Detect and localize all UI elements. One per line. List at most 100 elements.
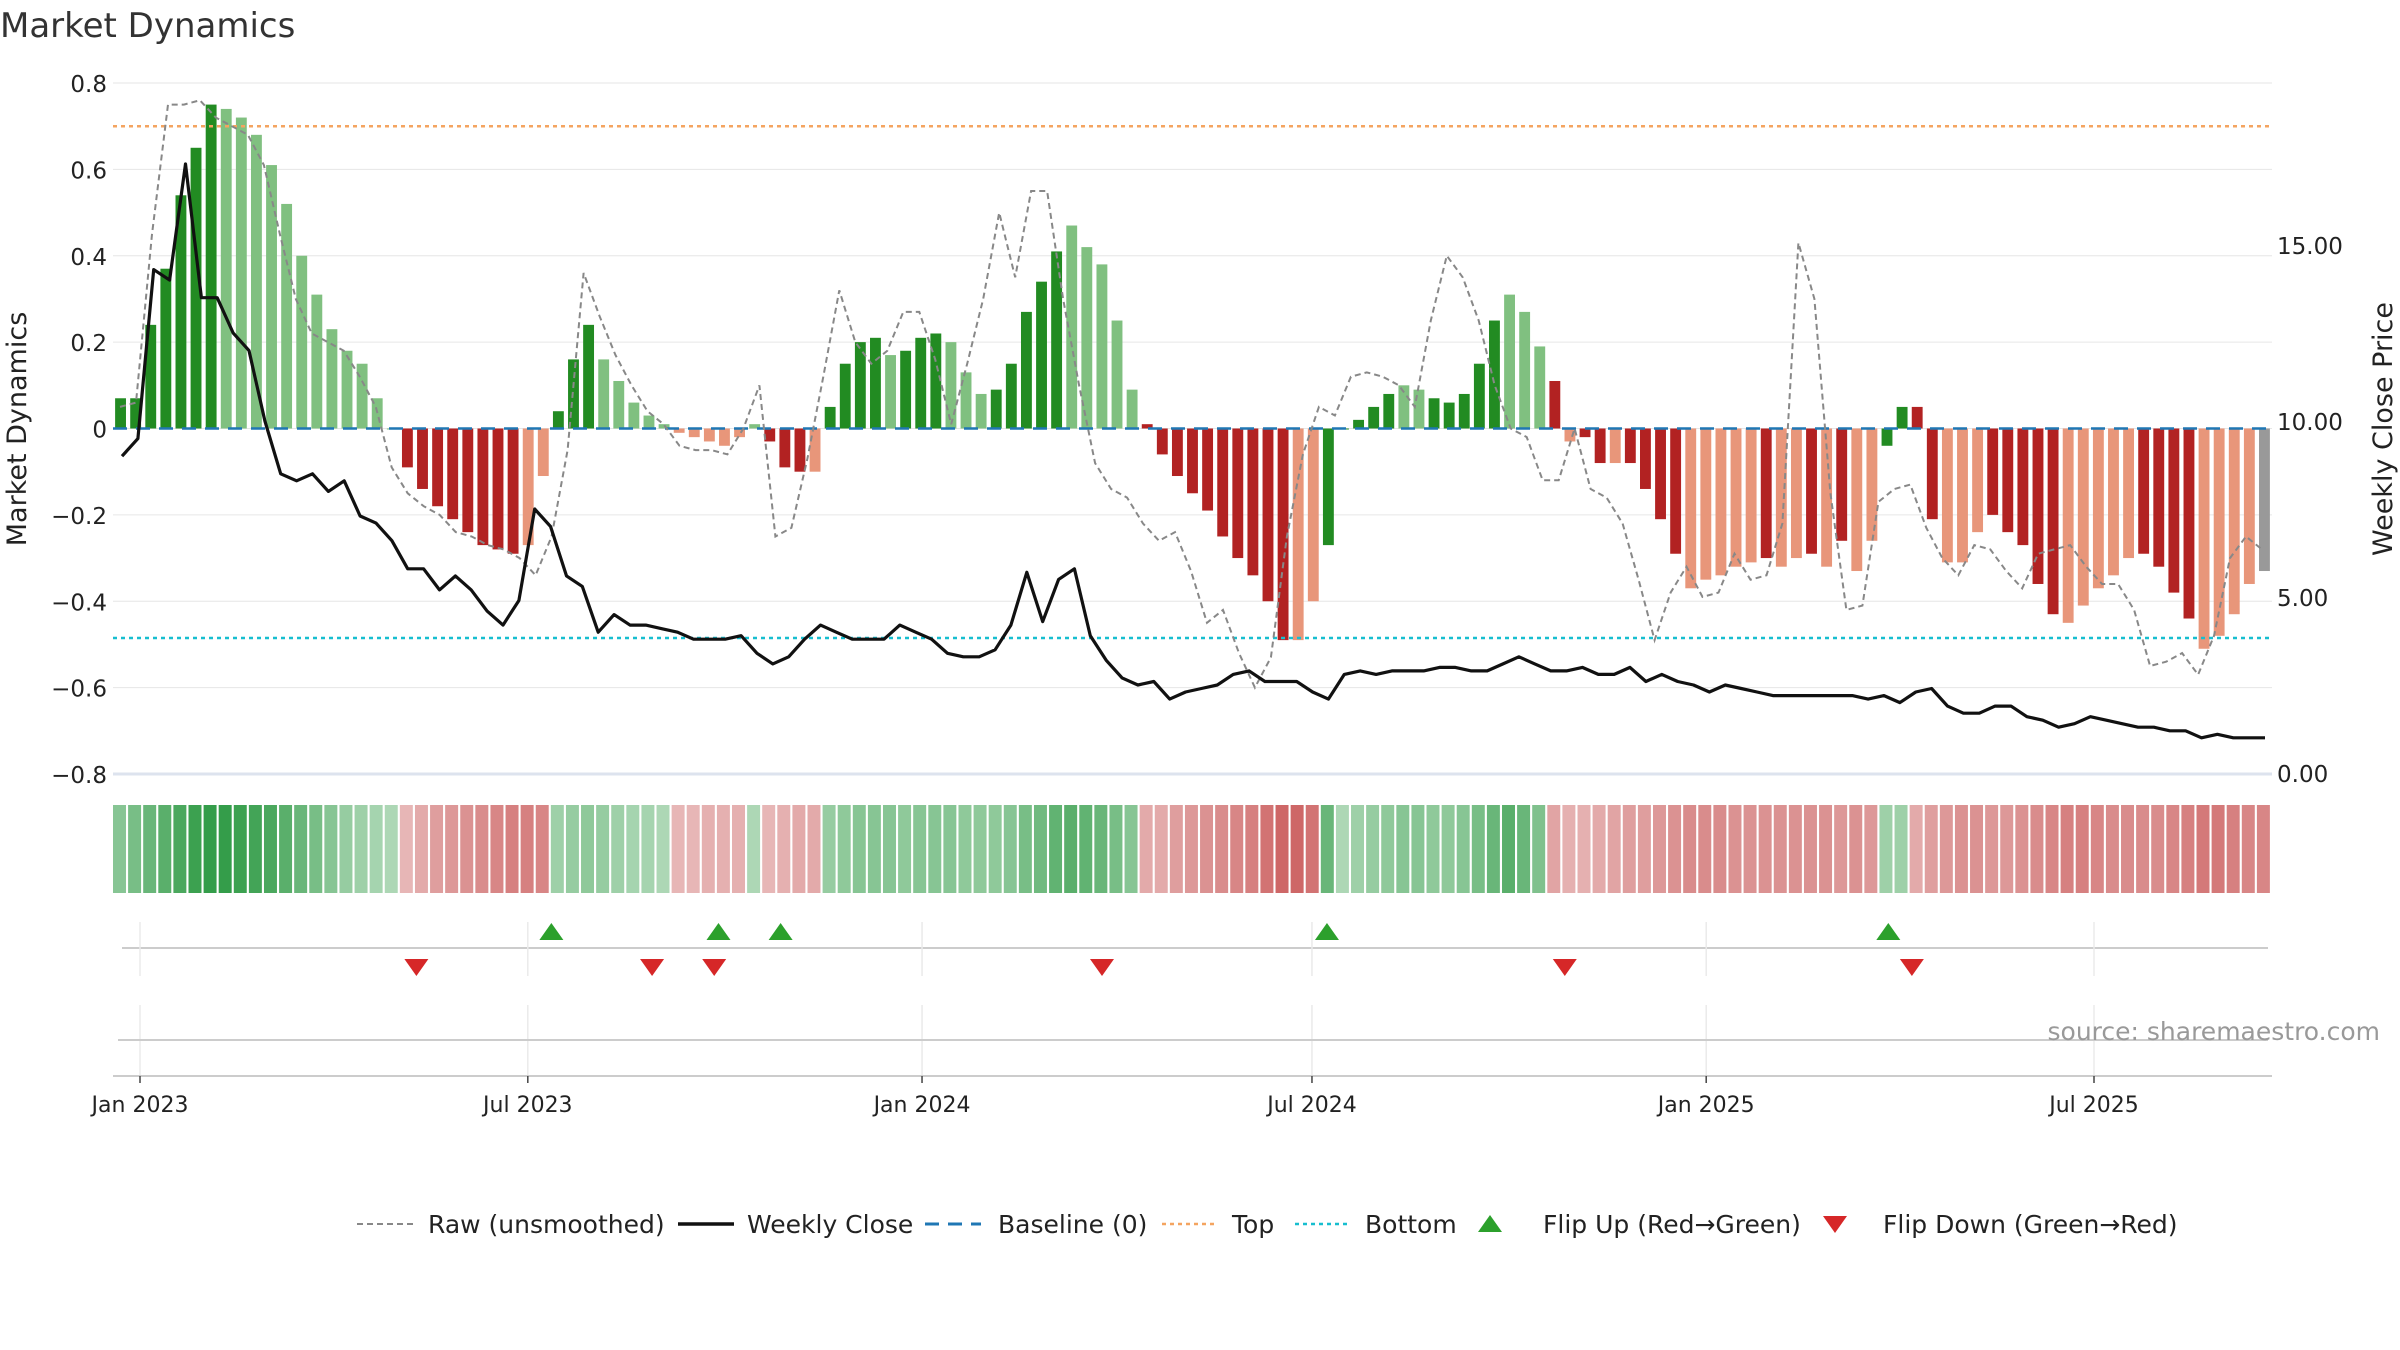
dynamics-bar: [356, 363, 368, 429]
strip-cell: [1577, 805, 1591, 893]
dynamics-bar: [1051, 251, 1063, 429]
y-tick-label: 0.2: [70, 331, 107, 357]
dynamics-bar: [1322, 428, 1334, 546]
strip-cell: [1607, 805, 1621, 893]
dynamics-bar: [1549, 380, 1561, 429]
dynamics-bar: [1911, 406, 1923, 429]
dynamics-bar: [960, 372, 972, 429]
y-tick-label: −0.6: [51, 677, 107, 703]
strip-cell: [1849, 805, 1863, 893]
strip-cell: [430, 805, 444, 893]
dynamics-bar: [145, 324, 157, 429]
dynamics-bar: [1640, 428, 1651, 489]
strip-cell: [943, 805, 957, 893]
dynamics-bar: [371, 398, 383, 429]
dynamics-bar: [1775, 428, 1787, 567]
dynamics-bar: [945, 342, 957, 429]
flip-down-marker: [1899, 959, 1924, 976]
strip-cell: [1819, 805, 1833, 893]
flip-down-marker: [1552, 959, 1577, 976]
strip-cell: [309, 805, 323, 893]
strip-cell: [1079, 805, 1093, 893]
dynamics-bar: [1141, 424, 1153, 429]
strip-cell: [1200, 805, 1214, 893]
strip-cell: [369, 805, 383, 893]
strip-cell: [747, 805, 761, 893]
dynamics-bar: [2259, 428, 2270, 572]
dynamics-bar: [1413, 389, 1425, 429]
strip-cell: [113, 805, 126, 893]
dynamics-bar: [296, 255, 308, 429]
strip-cell: [1622, 805, 1636, 893]
strip-cell: [1245, 805, 1259, 893]
strip-cell: [1939, 805, 1953, 893]
strip-cell: [913, 805, 927, 893]
strip-cell: [1985, 805, 1999, 893]
dynamics-bar: [1987, 428, 1999, 515]
dynamics-bar: [235, 117, 247, 429]
strip-cell: [1003, 805, 1017, 893]
dynamics-bar: [824, 406, 836, 429]
strip-cell: [701, 805, 715, 893]
dynamics-bar: [1760, 428, 1772, 559]
y2-tick-label: 10.00: [2277, 410, 2343, 436]
dynamics-bar: [809, 428, 821, 472]
strip-cell: [535, 805, 549, 893]
dynamics-bar: [537, 428, 549, 477]
strip-cell: [1970, 805, 1984, 893]
dynamics-bar: [583, 324, 595, 429]
dynamics-bar: [1005, 363, 1017, 429]
strip-cell: [1713, 805, 1727, 893]
strip-cell: [792, 805, 806, 893]
strip-cell: [1562, 805, 1576, 893]
strip-cell: [1879, 805, 1893, 893]
dynamics-bar: [1262, 428, 1274, 602]
dynamics-bar: [1594, 428, 1606, 464]
dynamics-bar: [1670, 428, 1682, 554]
legend-label: Flip Up (Red→Green): [1543, 1210, 1801, 1239]
strip-cell: [263, 805, 277, 893]
dynamics-bar: [1790, 428, 1802, 559]
dynamics-bar: [1941, 428, 1953, 563]
strip-cell: [656, 805, 670, 893]
strip-cell: [2226, 805, 2240, 893]
x-tick-label: Jan 2024: [872, 1093, 971, 1118]
strip-cell: [671, 805, 685, 893]
strip-cell: [1335, 805, 1349, 893]
strip-cell: [762, 805, 776, 893]
y-tick-label: 0.6: [70, 158, 107, 184]
dynamics-bar: [1171, 428, 1183, 477]
strip-cell: [2045, 805, 2059, 893]
strip-cell: [565, 805, 579, 893]
strip-cell: [1139, 805, 1153, 893]
x-tick-label: Jan 2023: [90, 1093, 189, 1118]
strip-cell: [1366, 805, 1380, 893]
strip-cell: [203, 805, 217, 893]
dynamics-bar: [930, 333, 942, 429]
dynamics-bar: [794, 428, 806, 472]
strip-cell: [173, 805, 187, 893]
dynamics-bar: [1609, 428, 1621, 464]
dynamics-bar: [1398, 385, 1410, 429]
dynamics-bar: [764, 428, 776, 442]
dynamics-bar: [205, 104, 217, 429]
y2-tick-label: 15.00: [2277, 234, 2343, 260]
strip-cell: [1381, 805, 1395, 893]
strip-cell: [1033, 805, 1047, 893]
strip-cell: [1547, 805, 1561, 893]
strip-cell: [233, 805, 247, 893]
dynamics-bar: [1504, 294, 1515, 429]
weekly-close-line: [120, 162, 2265, 740]
dynamics-bar: [1624, 428, 1636, 464]
strip-cell: [1260, 805, 1274, 893]
strip-cell: [1230, 805, 1244, 893]
strip-cell: [1894, 805, 1908, 893]
dynamics-bar: [552, 411, 564, 429]
dynamics-bar: [1353, 419, 1365, 429]
strip-cell: [626, 805, 640, 893]
strip-cell: [399, 805, 413, 893]
dynamics-bar: [2108, 428, 2119, 576]
dynamics-bar: [628, 402, 640, 429]
